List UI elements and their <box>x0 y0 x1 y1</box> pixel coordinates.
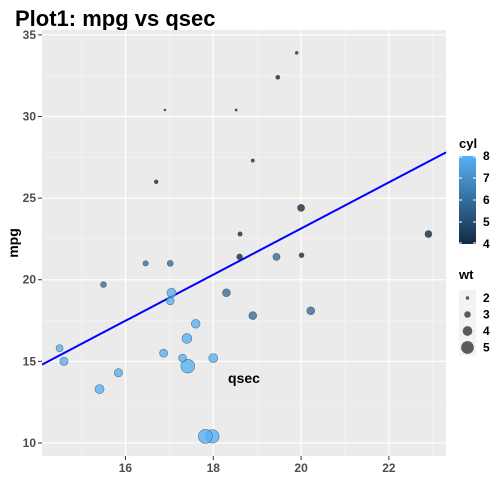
data-point <box>222 288 231 298</box>
y-tick-label: 35 <box>23 28 37 42</box>
data-point <box>100 281 107 288</box>
size-legend-dot <box>465 296 470 300</box>
data-point <box>236 253 243 261</box>
size-legend-title: wt <box>458 267 474 282</box>
size-legend-dot <box>464 311 471 318</box>
data-point <box>166 287 177 298</box>
color-legend: cyl 8 7 6 5 4 <box>459 136 490 251</box>
data-point <box>163 108 167 112</box>
color-legend-ticks: 8 7 6 5 4 <box>459 149 490 251</box>
data-point <box>294 51 299 55</box>
color-legend-label: 8 <box>483 149 490 163</box>
size-legend-label: 2 <box>483 291 490 305</box>
size-legend-dot <box>461 341 474 354</box>
size-legend-label: 5 <box>483 341 490 355</box>
color-legend-title: cyl <box>459 136 477 151</box>
x-axis-ticks: 16 18 20 22 <box>119 456 396 475</box>
data-point <box>237 231 243 237</box>
data-points <box>55 51 433 444</box>
data-point <box>234 108 238 112</box>
data-point <box>181 333 193 344</box>
data-point <box>208 353 219 363</box>
color-legend-bar <box>459 156 476 244</box>
y-axis-ticks: 10 15 20 25 30 35 <box>23 28 42 450</box>
data-point <box>94 384 105 394</box>
chart-title: Plot1: mpg vs qsec <box>15 6 216 31</box>
plot-panel <box>42 30 446 456</box>
data-point <box>55 344 64 353</box>
y-tick-label: 15 <box>23 354 37 368</box>
color-legend-label: 7 <box>483 171 490 185</box>
y-axis-title: mpg <box>5 228 21 258</box>
size-legend-dot <box>462 326 473 336</box>
y-tick-label: 20 <box>23 273 37 287</box>
y-tick-label: 10 <box>23 436 37 450</box>
minor-gridlines <box>42 30 446 456</box>
data-point <box>250 158 255 163</box>
major-gridlines <box>42 30 446 456</box>
color-legend-label: 4 <box>483 237 490 251</box>
data-point <box>153 179 159 185</box>
data-point <box>190 319 201 329</box>
data-point <box>59 356 69 366</box>
data-point <box>306 306 316 316</box>
data-point <box>275 74 281 80</box>
data-point <box>113 368 123 378</box>
data-point <box>180 359 195 374</box>
y-tick-label: 25 <box>23 191 37 205</box>
data-point <box>424 230 433 238</box>
trend-line-layer <box>41 151 447 366</box>
y-tick-label: 30 <box>23 110 37 124</box>
trend-line <box>41 151 447 366</box>
x-tick-label: 18 <box>207 461 221 475</box>
x-tick-label: 20 <box>294 461 308 475</box>
size-legend-keys: 2 3 4 5 <box>459 290 490 356</box>
data-point <box>142 260 149 267</box>
data-point <box>297 204 305 212</box>
x-tick-label: 22 <box>382 461 396 475</box>
data-point <box>272 252 281 261</box>
data-point <box>298 252 305 259</box>
data-point <box>198 429 213 444</box>
x-tick-label: 16 <box>119 461 133 475</box>
size-legend-label: 3 <box>483 308 490 322</box>
data-point <box>248 311 258 320</box>
size-legend-label: 4 <box>483 324 490 338</box>
data-point <box>166 260 174 267</box>
color-legend-label: 6 <box>483 193 490 207</box>
data-point <box>178 353 187 363</box>
data-point <box>165 296 175 306</box>
size-legend: wt 2 3 4 5 <box>458 267 490 356</box>
data-point <box>159 348 169 358</box>
color-legend-label: 5 <box>483 215 490 229</box>
x-axis-title: qsec <box>228 370 260 386</box>
